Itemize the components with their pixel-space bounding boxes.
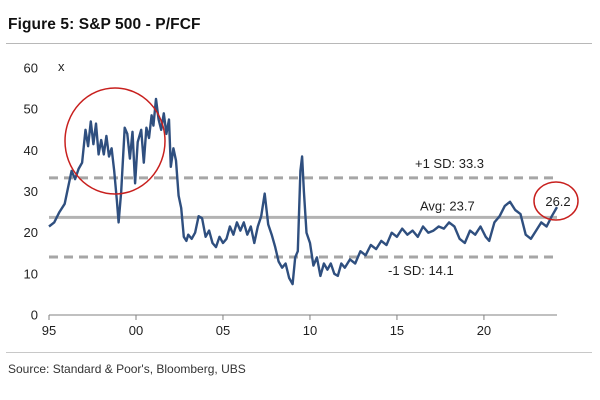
y-tick-label: 40 xyxy=(24,143,38,158)
average-label: Avg: 23.7 xyxy=(420,198,475,213)
y-tick-label: 0 xyxy=(31,308,38,323)
title-divider xyxy=(6,43,592,44)
x-tick-label: 00 xyxy=(129,323,143,338)
figure-title: Figure 5: S&P 500 - P/FCF xyxy=(8,16,201,33)
source-divider xyxy=(6,352,592,353)
series-layer xyxy=(48,97,559,286)
y-tick-label: 60 xyxy=(24,61,38,76)
plus-1-sd-label: +1 SD: 33.3 xyxy=(415,156,484,171)
x-tick-label: 10 xyxy=(303,323,317,338)
x-tick-label: 20 xyxy=(477,323,491,338)
x-axis-ticks: 95 00 05 10 15 20 xyxy=(42,315,491,338)
pfcf-series-line xyxy=(48,97,559,286)
x-tick-label: 15 xyxy=(390,323,404,338)
y-tick-label: 10 xyxy=(24,266,38,281)
x-tick-label: 95 xyxy=(42,323,56,338)
y-tick-label: 50 xyxy=(24,102,38,117)
y-axis-ticks: 0 10 20 30 40 50 60 xyxy=(24,61,38,323)
latest-value-highlight-circle xyxy=(533,181,579,221)
source-note: Source: Standard & Poor's, Bloomberg, UB… xyxy=(8,362,246,376)
minus-1-sd-label: -1 SD: 14.1 xyxy=(388,263,454,278)
highlight-annotations: 26.2 xyxy=(64,87,579,221)
y-tick-label: 20 xyxy=(24,225,38,240)
x-tick-label: 05 xyxy=(216,323,230,338)
y-axis-unit-label: x xyxy=(58,59,65,74)
reference-lines: +1 SD: 33.3 Avg: 23.7 -1 SD: 14.1 xyxy=(49,156,557,278)
y-tick-label: 30 xyxy=(24,184,38,199)
latest-value-label: 26.2 xyxy=(545,194,570,209)
peak-highlight-circle xyxy=(64,87,166,195)
